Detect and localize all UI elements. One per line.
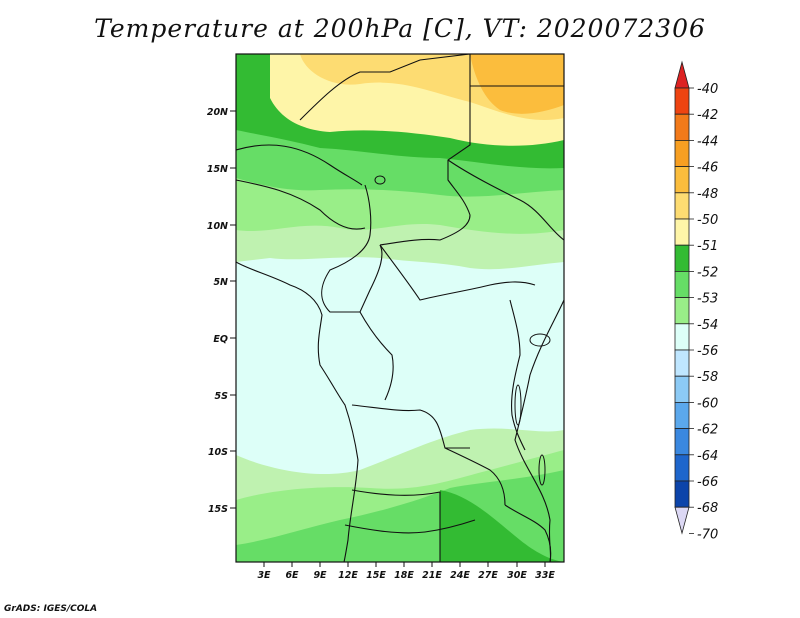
- lon-label: 3E: [257, 570, 271, 581]
- lon-label: 27E: [478, 570, 498, 581]
- lat-label: 10S: [208, 447, 228, 458]
- cameroon-border: [321, 184, 383, 313]
- colorbar-swatch: [674, 192, 690, 220]
- borders: [236, 54, 564, 562]
- colorbar-swatch: [674, 428, 690, 456]
- lat-label: 5S: [215, 391, 229, 402]
- east-coastline: [514, 299, 564, 562]
- north-libya-border: [299, 54, 471, 121]
- colorbar-swatch: [674, 349, 690, 377]
- shading-south-dark-green: [440, 490, 564, 562]
- namibia-border: [344, 519, 476, 534]
- colorbar-swatch: [674, 270, 690, 298]
- lon-label: 18E: [394, 570, 414, 581]
- lat-labels: 20N 15N 10N 5N EQ 5S 10S 15S: [207, 107, 228, 515]
- colorbar-swatch: [674, 323, 690, 351]
- colorbar-label: -40: [697, 82, 718, 97]
- lakes: [374, 175, 551, 486]
- lon-label: 24E: [450, 570, 470, 581]
- colorbar-swatch: [674, 244, 690, 272]
- colorbar-swatch: [674, 401, 690, 429]
- shading-orange: [470, 54, 564, 114]
- colorbar-label: -42: [697, 108, 718, 123]
- colorbar-label: -51: [697, 239, 718, 254]
- colorbar-swatch: [674, 375, 690, 403]
- colorbar-label: -54: [697, 318, 718, 333]
- east-lakes-border: [509, 299, 526, 451]
- lon-label: 33E: [535, 570, 555, 581]
- lon-axis: [263, 562, 546, 567]
- angola-zambia-border: [351, 489, 441, 562]
- lat-label: EQ: [213, 334, 228, 345]
- nigeria-border: [236, 179, 366, 230]
- colorbar-top-arrow: [674, 60, 690, 89]
- lat-label: 5N: [213, 277, 228, 288]
- lon-label: 12E: [338, 570, 358, 581]
- colorbar-swatch: [674, 87, 690, 115]
- lake-chad: [374, 175, 386, 185]
- lake-tanganyika: [514, 384, 522, 426]
- colorbar-label: -50: [697, 213, 718, 228]
- colorbar-label: -60: [697, 396, 718, 411]
- colorbar-label: -70: [697, 527, 718, 542]
- colorbar-label: -56: [697, 344, 718, 359]
- colorbar-swatch: [674, 113, 690, 141]
- colorbar-label: -46: [697, 161, 718, 176]
- lon-labels: 3E 6E 9E 12E 15E 18E 21E 24E 27E 30E 33E: [257, 570, 555, 581]
- lake-victoria: [529, 333, 551, 347]
- drc-zambia-border: [444, 447, 506, 506]
- lon-label: 30E: [507, 570, 527, 581]
- colorbar-label: -58: [697, 370, 718, 385]
- colorbar-swatch: [674, 454, 690, 482]
- colorbar-label: -68: [697, 501, 718, 516]
- lat-axis: [230, 110, 236, 509]
- lat-label: 10N: [207, 221, 228, 232]
- map-panel: [236, 54, 564, 562]
- mozambique-border: [504, 504, 552, 562]
- colorbar-swatch: [674, 218, 690, 246]
- lat-label: 15N: [207, 164, 228, 175]
- map-title: Temperature at 200hPa [C], VT: 202007230…: [94, 14, 706, 43]
- colorbar-swatch: [674, 139, 690, 167]
- colorbar-label: -62: [697, 423, 718, 438]
- grads-credit: GrADS: IGES/COLA: [4, 604, 98, 614]
- colorbar-bottom-arrow: [674, 506, 690, 535]
- car-drc-border: [379, 244, 536, 301]
- colorbar-swatch: [674, 297, 690, 325]
- lat-label: 15S: [208, 504, 228, 515]
- lon-label: 9E: [313, 570, 327, 581]
- colorbar-label: -44: [697, 134, 718, 149]
- niger-chad-border: [236, 144, 363, 186]
- colorbar-swatch: [674, 166, 690, 194]
- congo-drc-border: [359, 311, 394, 401]
- drc-angola-border: [351, 404, 470, 449]
- west-coastline: [236, 261, 359, 562]
- lon-label: 21E: [422, 570, 442, 581]
- sudan-border: [447, 159, 564, 241]
- map-frame: [235, 53, 565, 563]
- colorbar: -40 -42 -44 -46 -48 -50 -51 -52 -53 -54 -56 -58 -60 -…: [674, 60, 718, 542]
- colorbar-label: -64: [697, 449, 718, 464]
- lat-label: 20N: [207, 107, 228, 118]
- chad-car-border: [379, 54, 471, 246]
- colorbar-label: -66: [697, 475, 718, 490]
- colorbar-label: -48: [697, 187, 718, 202]
- colorbar-label: -52: [697, 265, 718, 280]
- lake-malawi: [538, 454, 546, 486]
- lon-label: 15E: [366, 570, 386, 581]
- colorbar-label: -53: [697, 292, 718, 307]
- lon-label: 6E: [285, 570, 299, 581]
- colorbar-swatch: [674, 480, 690, 508]
